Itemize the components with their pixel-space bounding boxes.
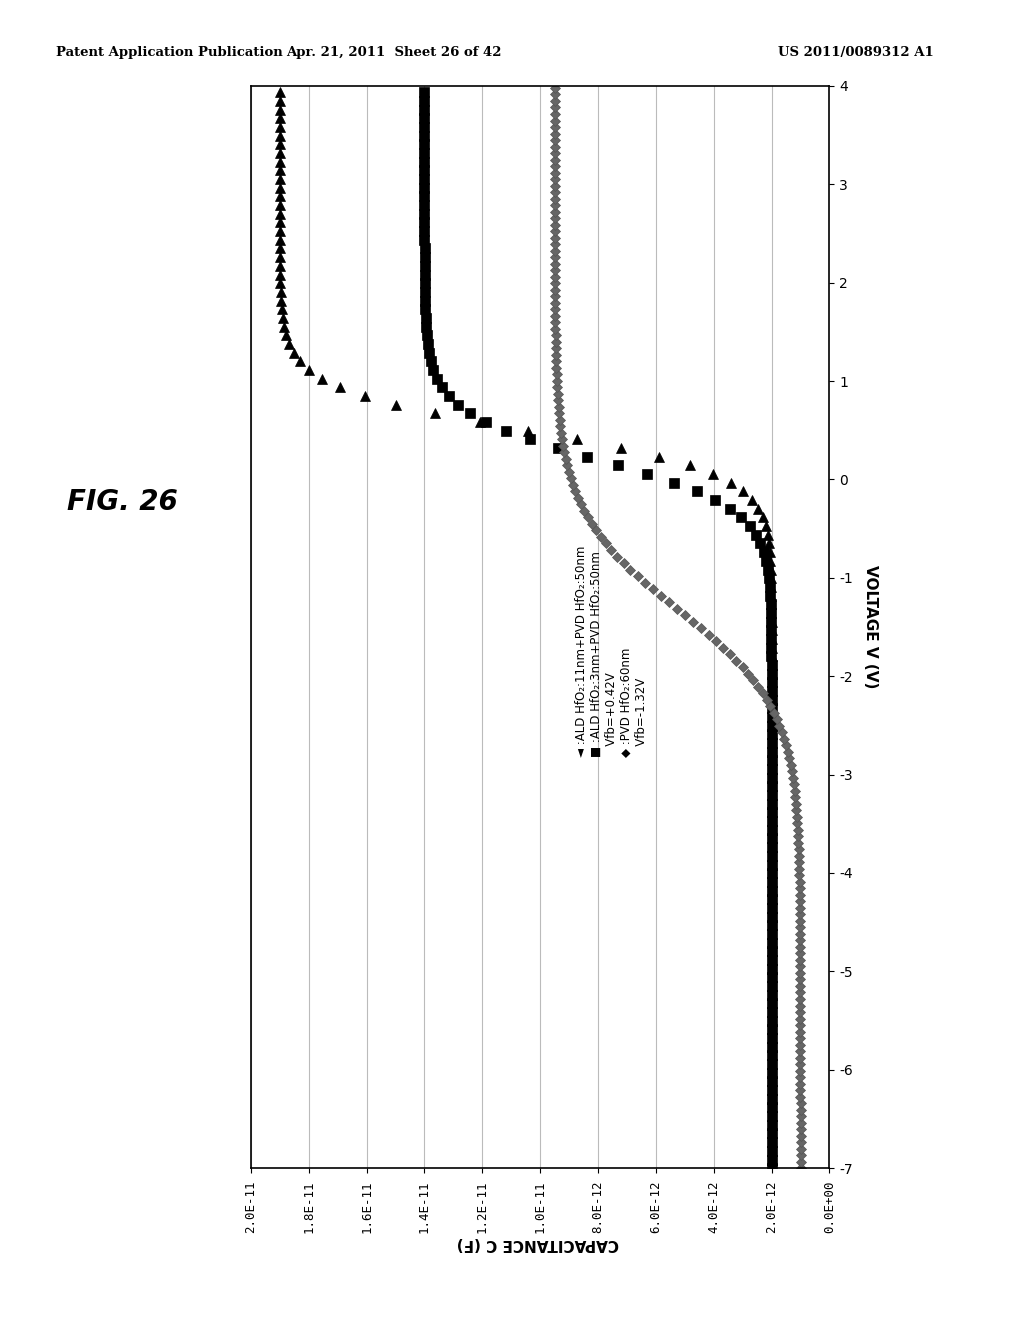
Text: CAPACITANCE C (F): CAPACITANCE C (F)	[457, 1236, 618, 1251]
Text: US 2011/0089312 A1: US 2011/0089312 A1	[778, 46, 934, 59]
Text: ◄ :ALD HfO₂:11nm+PVD HfO₂:50nm
■ :ALD HfO₂:3nm+PVD HfO₂:50nm
   Vfb=+0.42V
◆ :PV: ◄ :ALD HfO₂:11nm+PVD HfO₂:50nm ■ :ALD Hf…	[574, 545, 648, 756]
Text: FIG. 26: FIG. 26	[67, 487, 177, 516]
Text: Apr. 21, 2011  Sheet 26 of 42: Apr. 21, 2011 Sheet 26 of 42	[287, 46, 502, 59]
Y-axis label: VOLTAGE V (V): VOLTAGE V (V)	[863, 565, 878, 689]
Text: Patent Application Publication: Patent Application Publication	[56, 46, 283, 59]
